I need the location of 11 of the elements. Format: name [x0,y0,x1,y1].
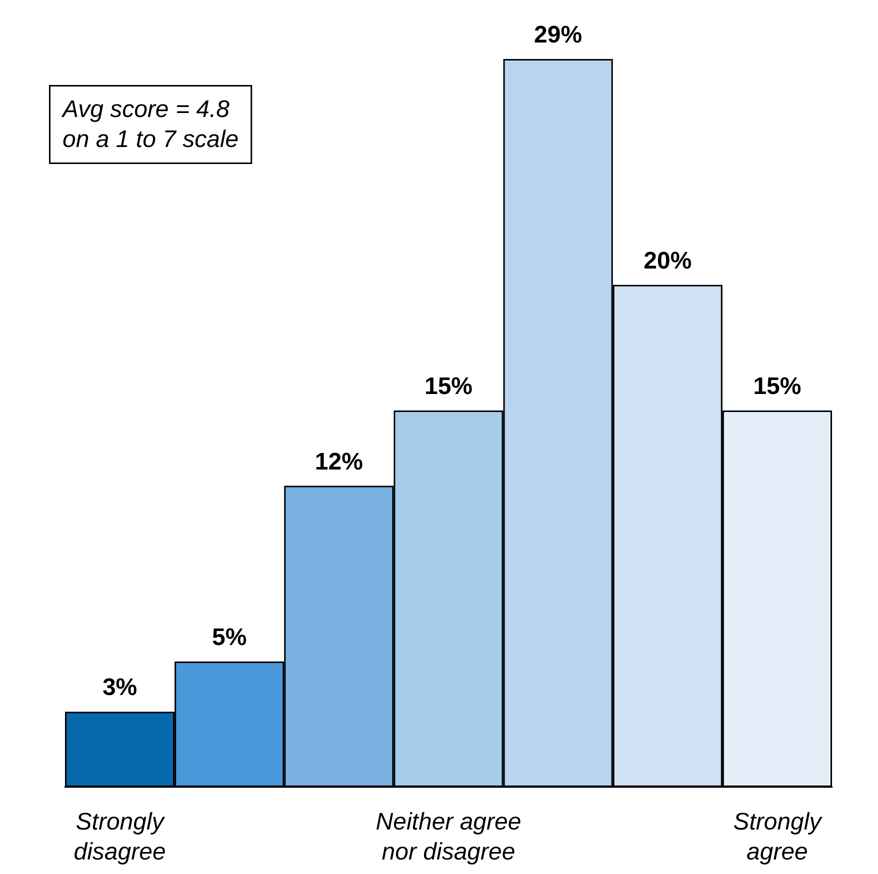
data-label: 12% [314,448,363,476]
data-label: 15% [424,372,473,400]
data-label: 3% [102,674,138,702]
data-label: 29% [534,22,582,48]
data-label: 5% [212,624,247,651]
annotation: Avg score = 4.8 on a 1 to 7 scale [60,96,239,153]
x-tick-label: Strongly agree [733,808,824,866]
data-label: 20% [644,247,692,274]
x-tick-label: Strongly disagree [74,808,166,866]
data-label: 15% [753,372,802,400]
x-tick-label: Neither agree nor disagree [376,808,522,866]
